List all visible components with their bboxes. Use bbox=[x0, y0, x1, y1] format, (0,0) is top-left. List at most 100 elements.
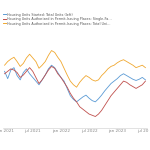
Housing Units Started: Total Units (left): (32, 40): Total Units (left): (32, 40) bbox=[104, 90, 106, 92]
Housing Units Started: Total Units (left): (4, 65): Total Units (left): (4, 65) bbox=[16, 75, 18, 76]
Housing Units Authorized in Permit-Issuing Places: Total Uni...: (12, 82): Total Uni...: (12, 82) bbox=[41, 64, 43, 66]
Housing Units Started: Total Units (left): (6, 70): Total Units (left): (6, 70) bbox=[22, 72, 24, 74]
Housing Units Started: Total Units (left): (16, 78): Total Units (left): (16, 78) bbox=[54, 67, 56, 69]
Housing Units Started: Total Units (left): (30, 27): Total Units (left): (30, 27) bbox=[98, 98, 99, 100]
Housing Units Authorized in Permit-Issuing Places: Total Uni...: (7, 94): Total Uni...: (7, 94) bbox=[26, 57, 27, 59]
Housing Units Authorized in Permit-Issuing Places: Total Uni...: (3, 95): Total Uni...: (3, 95) bbox=[13, 56, 15, 58]
Housing Units Authorized in Permit-Issuing Places: Single-Fa...: (36, 44): Single-Fa...: (36, 44) bbox=[116, 87, 118, 89]
Housing Units Authorized in Permit-Issuing Places: Single-Fa...: (15, 80): Single-Fa...: (15, 80) bbox=[51, 66, 52, 67]
Housing Units Started: Total Units (left): (29, 22): Total Units (left): (29, 22) bbox=[94, 101, 96, 103]
Housing Units Started: Total Units (left): (8, 68): Total Units (left): (8, 68) bbox=[29, 73, 30, 75]
Housing Units Started: Total Units (left): (13, 66): Total Units (left): (13, 66) bbox=[44, 74, 46, 76]
Housing Units Authorized in Permit-Issuing Places: Single-Fa...: (20, 46): Single-Fa...: (20, 46) bbox=[66, 86, 68, 88]
Housing Units Authorized in Permit-Issuing Places: Total Uni...: (13, 88): Total Uni...: (13, 88) bbox=[44, 61, 46, 62]
Housing Units Authorized in Permit-Issuing Places: Total Uni...: (33, 76): Total Uni...: (33, 76) bbox=[107, 68, 109, 70]
Housing Units Started: Total Units (left): (33, 46): Total Units (left): (33, 46) bbox=[107, 86, 109, 88]
Housing Units Authorized in Permit-Issuing Places: Total Uni...: (0, 82): Total Uni...: (0, 82) bbox=[4, 64, 5, 66]
Housing Units Authorized in Permit-Issuing Places: Total Uni...: (20, 66): Total Uni...: (20, 66) bbox=[66, 74, 68, 76]
Housing Units Authorized in Permit-Issuing Places: Total Uni...: (16, 103): Total Uni...: (16, 103) bbox=[54, 51, 56, 53]
Housing Units Started: Total Units (left): (37, 65): Total Units (left): (37, 65) bbox=[120, 75, 121, 76]
Housing Units Started: Total Units (left): (27, 28): Total Units (left): (27, 28) bbox=[88, 97, 90, 99]
Housing Units Authorized in Permit-Issuing Places: Single-Fa...: (40, 50): Single-Fa...: (40, 50) bbox=[129, 84, 131, 86]
Housing Units Started: Total Units (left): (41, 59): Total Units (left): (41, 59) bbox=[132, 78, 134, 80]
Housing Units Authorized in Permit-Issuing Places: Total Uni...: (10, 88): Total Uni...: (10, 88) bbox=[35, 61, 37, 62]
Housing Units Started: Total Units (left): (25, 30): Total Units (left): (25, 30) bbox=[82, 96, 84, 98]
Housing Units Started: Total Units (left): (43, 59): Total Units (left): (43, 59) bbox=[138, 78, 140, 80]
Housing Units Authorized in Permit-Issuing Places: Total Uni...: (43, 80): Total Uni...: (43, 80) bbox=[138, 66, 140, 67]
Housing Units Authorized in Permit-Issuing Places: Single-Fa...: (21, 36): Single-Fa...: (21, 36) bbox=[69, 92, 71, 94]
Housing Units Authorized in Permit-Issuing Places: Total Uni...: (35, 82): Total Uni...: (35, 82) bbox=[113, 64, 115, 66]
Housing Units Authorized in Permit-Issuing Places: Single-Fa...: (29, -2): Single-Fa...: (29, -2) bbox=[94, 116, 96, 117]
Housing Units Authorized in Permit-Issuing Places: Single-Fa...: (31, 8): Single-Fa...: (31, 8) bbox=[101, 110, 102, 111]
Housing Units Authorized in Permit-Issuing Places: Single-Fa...: (12, 58): Single-Fa...: (12, 58) bbox=[41, 79, 43, 81]
Housing Units Authorized in Permit-Issuing Places: Single-Fa...: (26, 6): Single-Fa...: (26, 6) bbox=[85, 111, 87, 112]
Housing Units Authorized in Permit-Issuing Places: Total Uni...: (17, 95): Total Uni...: (17, 95) bbox=[57, 56, 59, 58]
Housing Units Started: Total Units (left): (38, 68): Total Units (left): (38, 68) bbox=[123, 73, 124, 75]
Housing Units Authorized in Permit-Issuing Places: Total Uni...: (15, 106): Total Uni...: (15, 106) bbox=[51, 50, 52, 51]
Housing Units Authorized in Permit-Issuing Places: Single-Fa...: (5, 62): Single-Fa...: (5, 62) bbox=[19, 76, 21, 78]
Housing Units Authorized in Permit-Issuing Places: Total Uni...: (19, 77): Total Uni...: (19, 77) bbox=[63, 67, 65, 69]
Housing Units Authorized in Permit-Issuing Places: Single-Fa...: (25, 10): Single-Fa...: (25, 10) bbox=[82, 108, 84, 110]
Housing Units Authorized in Permit-Issuing Places: Single-Fa...: (35, 38): Single-Fa...: (35, 38) bbox=[113, 91, 115, 93]
Housing Units Authorized in Permit-Issuing Places: Total Uni...: (21, 56): Total Uni...: (21, 56) bbox=[69, 80, 71, 82]
Housing Units Authorized in Permit-Issuing Places: Single-Fa...: (39, 54): Single-Fa...: (39, 54) bbox=[126, 81, 127, 83]
Housing Units Started: Total Units (left): (24, 26): Total Units (left): (24, 26) bbox=[79, 99, 81, 100]
Housing Units Started: Total Units (left): (21, 32): Total Units (left): (21, 32) bbox=[69, 95, 71, 97]
Housing Units Started: Total Units (left): (39, 65): Total Units (left): (39, 65) bbox=[126, 75, 127, 76]
Housing Units Started: Total Units (left): (35, 56): Total Units (left): (35, 56) bbox=[113, 80, 115, 82]
Housing Units Authorized in Permit-Issuing Places: Total Uni...: (38, 91): Total Uni...: (38, 91) bbox=[123, 59, 124, 61]
Housing Units Started: Total Units (left): (7, 76): Total Units (left): (7, 76) bbox=[26, 68, 27, 70]
Housing Units Started: Total Units (left): (44, 62): Total Units (left): (44, 62) bbox=[141, 76, 143, 78]
Housing Units Authorized in Permit-Issuing Places: Single-Fa...: (33, 24): Single-Fa...: (33, 24) bbox=[107, 100, 109, 102]
Housing Units Started: Total Units (left): (31, 33): Total Units (left): (31, 33) bbox=[101, 94, 102, 96]
Housing Units Authorized in Permit-Issuing Places: Total Uni...: (28, 58): Total Uni...: (28, 58) bbox=[91, 79, 93, 81]
Housing Units Authorized in Permit-Issuing Places: Single-Fa...: (34, 32): Single-Fa...: (34, 32) bbox=[110, 95, 112, 97]
Housing Units Started: Total Units (left): (40, 62): Total Units (left): (40, 62) bbox=[129, 76, 131, 78]
Housing Units Authorized in Permit-Issuing Places: Single-Fa...: (4, 70): Single-Fa...: (4, 70) bbox=[16, 72, 18, 74]
Housing Units Started: Total Units (left): (45, 58): Total Units (left): (45, 58) bbox=[145, 79, 146, 81]
Housing Units Authorized in Permit-Issuing Places: Single-Fa...: (7, 72): Single-Fa...: (7, 72) bbox=[26, 70, 27, 72]
Housing Units Authorized in Permit-Issuing Places: Single-Fa...: (38, 56): Single-Fa...: (38, 56) bbox=[123, 80, 124, 82]
Housing Units Authorized in Permit-Issuing Places: Total Uni...: (39, 88): Total Uni...: (39, 88) bbox=[126, 61, 127, 62]
Housing Units Authorized in Permit-Issuing Places: Single-Fa...: (24, 14): Single-Fa...: (24, 14) bbox=[79, 106, 81, 108]
Housing Units Authorized in Permit-Issuing Places: Single-Fa...: (6, 66): Single-Fa...: (6, 66) bbox=[22, 74, 24, 76]
Housing Units Authorized in Permit-Issuing Places: Single-Fa...: (3, 74): Single-Fa...: (3, 74) bbox=[13, 69, 15, 71]
Housing Units Started: Total Units (left): (36, 60): Total Units (left): (36, 60) bbox=[116, 78, 118, 80]
Housing Units Started: Total Units (left): (3, 78): Total Units (left): (3, 78) bbox=[13, 67, 15, 69]
Housing Units Authorized in Permit-Issuing Places: Single-Fa...: (2, 76): Single-Fa...: (2, 76) bbox=[10, 68, 12, 70]
Line: Housing Units Started: Total Units (left): Housing Units Started: Total Units (left… bbox=[4, 65, 146, 102]
Housing Units Started: Total Units (left): (11, 50): Total Units (left): (11, 50) bbox=[38, 84, 40, 86]
Housing Units Authorized in Permit-Issuing Places: Total Uni...: (8, 100): Total Uni...: (8, 100) bbox=[29, 53, 30, 55]
Housing Units Authorized in Permit-Issuing Places: Single-Fa...: (41, 47): Single-Fa...: (41, 47) bbox=[132, 86, 134, 87]
Housing Units Started: Total Units (left): (9, 62): Total Units (left): (9, 62) bbox=[32, 76, 34, 78]
Housing Units Authorized in Permit-Issuing Places: Total Uni...: (25, 60): Total Uni...: (25, 60) bbox=[82, 78, 84, 80]
Housing Units Authorized in Permit-Issuing Places: Single-Fa...: (42, 44): Single-Fa...: (42, 44) bbox=[135, 87, 137, 89]
Housing Units Authorized in Permit-Issuing Places: Total Uni...: (37, 89): Total Uni...: (37, 89) bbox=[120, 60, 121, 62]
Housing Units Authorized in Permit-Issuing Places: Single-Fa...: (27, 2): Single-Fa...: (27, 2) bbox=[88, 113, 90, 115]
Housing Units Authorized in Permit-Issuing Places: Total Uni...: (22, 50): Total Uni...: (22, 50) bbox=[73, 84, 74, 86]
Housing Units Authorized in Permit-Issuing Places: Total Uni...: (14, 98): Total Uni...: (14, 98) bbox=[48, 55, 49, 56]
Housing Units Authorized in Permit-Issuing Places: Total Uni...: (11, 77): Total Uni...: (11, 77) bbox=[38, 67, 40, 69]
Housing Units Authorized in Permit-Issuing Places: Single-Fa...: (14, 74): Single-Fa...: (14, 74) bbox=[48, 69, 49, 71]
Line: Housing Units Authorized in Permit-Issuing Places: Total Uni...: Housing Units Authorized in Permit-Issui… bbox=[4, 51, 146, 87]
Housing Units Started: Total Units (left): (5, 58): Total Units (left): (5, 58) bbox=[19, 79, 21, 81]
Housing Units Started: Total Units (left): (20, 44): Total Units (left): (20, 44) bbox=[66, 87, 68, 89]
Housing Units Authorized in Permit-Issuing Places: Single-Fa...: (44, 50): Single-Fa...: (44, 50) bbox=[141, 84, 143, 86]
Housing Units Authorized in Permit-Issuing Places: Total Uni...: (26, 65): Total Uni...: (26, 65) bbox=[85, 75, 87, 76]
Housing Units Authorized in Permit-Issuing Places: Total Uni...: (41, 82): Total Uni...: (41, 82) bbox=[132, 64, 134, 66]
Housing Units Authorized in Permit-Issuing Places: Total Uni...: (44, 82): Total Uni...: (44, 82) bbox=[141, 64, 143, 66]
Housing Units Authorized in Permit-Issuing Places: Single-Fa...: (11, 52): Single-Fa...: (11, 52) bbox=[38, 83, 40, 84]
Housing Units Started: Total Units (left): (2, 74): Total Units (left): (2, 74) bbox=[10, 69, 12, 71]
Housing Units Authorized in Permit-Issuing Places: Total Uni...: (6, 85): Total Uni...: (6, 85) bbox=[22, 62, 24, 64]
Housing Units Authorized in Permit-Issuing Places: Single-Fa...: (10, 62): Single-Fa...: (10, 62) bbox=[35, 76, 37, 78]
Housing Units Authorized in Permit-Issuing Places: Total Uni...: (34, 80): Total Uni...: (34, 80) bbox=[110, 66, 112, 67]
Housing Units Started: Total Units (left): (1, 60): Total Units (left): (1, 60) bbox=[7, 78, 9, 80]
Housing Units Authorized in Permit-Issuing Places: Single-Fa...: (30, 2): Single-Fa...: (30, 2) bbox=[98, 113, 99, 115]
Housing Units Started: Total Units (left): (15, 82): Total Units (left): (15, 82) bbox=[51, 64, 52, 66]
Housing Units Authorized in Permit-Issuing Places: Total Uni...: (29, 56): Total Uni...: (29, 56) bbox=[94, 80, 96, 82]
Housing Units Authorized in Permit-Issuing Places: Single-Fa...: (17, 68): Single-Fa...: (17, 68) bbox=[57, 73, 59, 75]
Housing Units Started: Total Units (left): (14, 76): Total Units (left): (14, 76) bbox=[48, 68, 49, 70]
Housing Units Authorized in Permit-Issuing Places: Total Uni...: (5, 80): Total Uni...: (5, 80) bbox=[19, 66, 21, 67]
Housing Units Authorized in Permit-Issuing Places: Total Uni...: (18, 88): Total Uni...: (18, 88) bbox=[60, 61, 62, 62]
Housing Units Authorized in Permit-Issuing Places: Total Uni...: (2, 92): Total Uni...: (2, 92) bbox=[10, 58, 12, 60]
